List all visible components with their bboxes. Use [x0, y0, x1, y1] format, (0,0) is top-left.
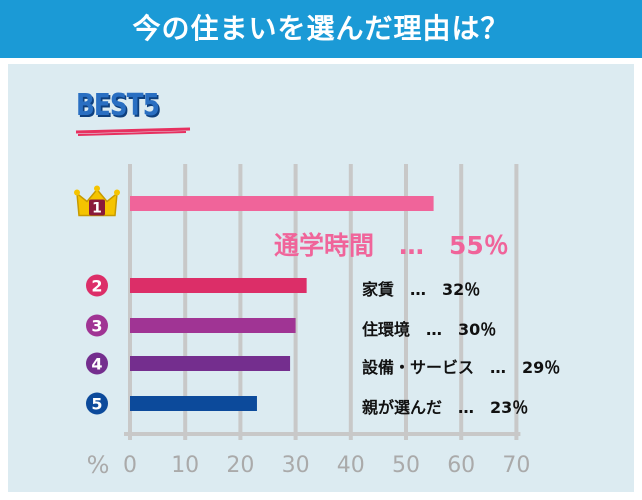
x-tick-label: 60	[447, 453, 475, 478]
rank-circle-icon	[86, 314, 108, 337]
rank-number: 2	[91, 277, 102, 296]
rank-number: 4	[91, 355, 102, 374]
crown-jewel	[74, 189, 80, 196]
x-tick-label: 70	[502, 453, 530, 478]
bar-value-label: 通学時間 … 55％	[274, 231, 509, 260]
title-banner: 今の住まいを選んだ理由は？	[0, 0, 642, 58]
rank-number: 1	[92, 201, 102, 217]
bar-value-label: 住環境 … 30％	[362, 320, 497, 339]
bar-value-label: 親が選んだ … 23％	[362, 398, 529, 417]
rank-number: 3	[91, 317, 102, 336]
bar	[130, 396, 257, 411]
page-title: 今の住まいを選んだ理由は？	[132, 12, 510, 45]
x-tick-label: 40	[337, 453, 365, 478]
x-axis-label: %	[87, 451, 110, 479]
bar	[130, 356, 291, 371]
x-tick-label: 10	[171, 453, 199, 478]
rank-number: 5	[91, 395, 102, 414]
chart-panel	[8, 64, 634, 492]
rank-circle-icon	[86, 352, 108, 375]
bar	[130, 278, 307, 293]
x-tick-label: 50	[392, 453, 420, 478]
x-tick-label: 20	[226, 453, 254, 478]
best5-underline	[75, 127, 191, 136]
crown-badge	[89, 199, 105, 216]
bar-value-label: 設備・サービス … 29％	[362, 358, 561, 377]
bar	[130, 196, 434, 211]
rank-circle-icon	[86, 392, 108, 415]
x-tick-label: 30	[282, 453, 310, 478]
best5-label: BEST5	[76, 88, 160, 123]
crown-jewel	[94, 185, 100, 192]
bar-value-label: 家賃 … 32％	[362, 280, 481, 299]
x-tick-label: 0	[123, 453, 137, 478]
bar	[130, 318, 296, 333]
rank-circle-icon	[86, 274, 108, 297]
crown-jewel	[114, 189, 120, 196]
